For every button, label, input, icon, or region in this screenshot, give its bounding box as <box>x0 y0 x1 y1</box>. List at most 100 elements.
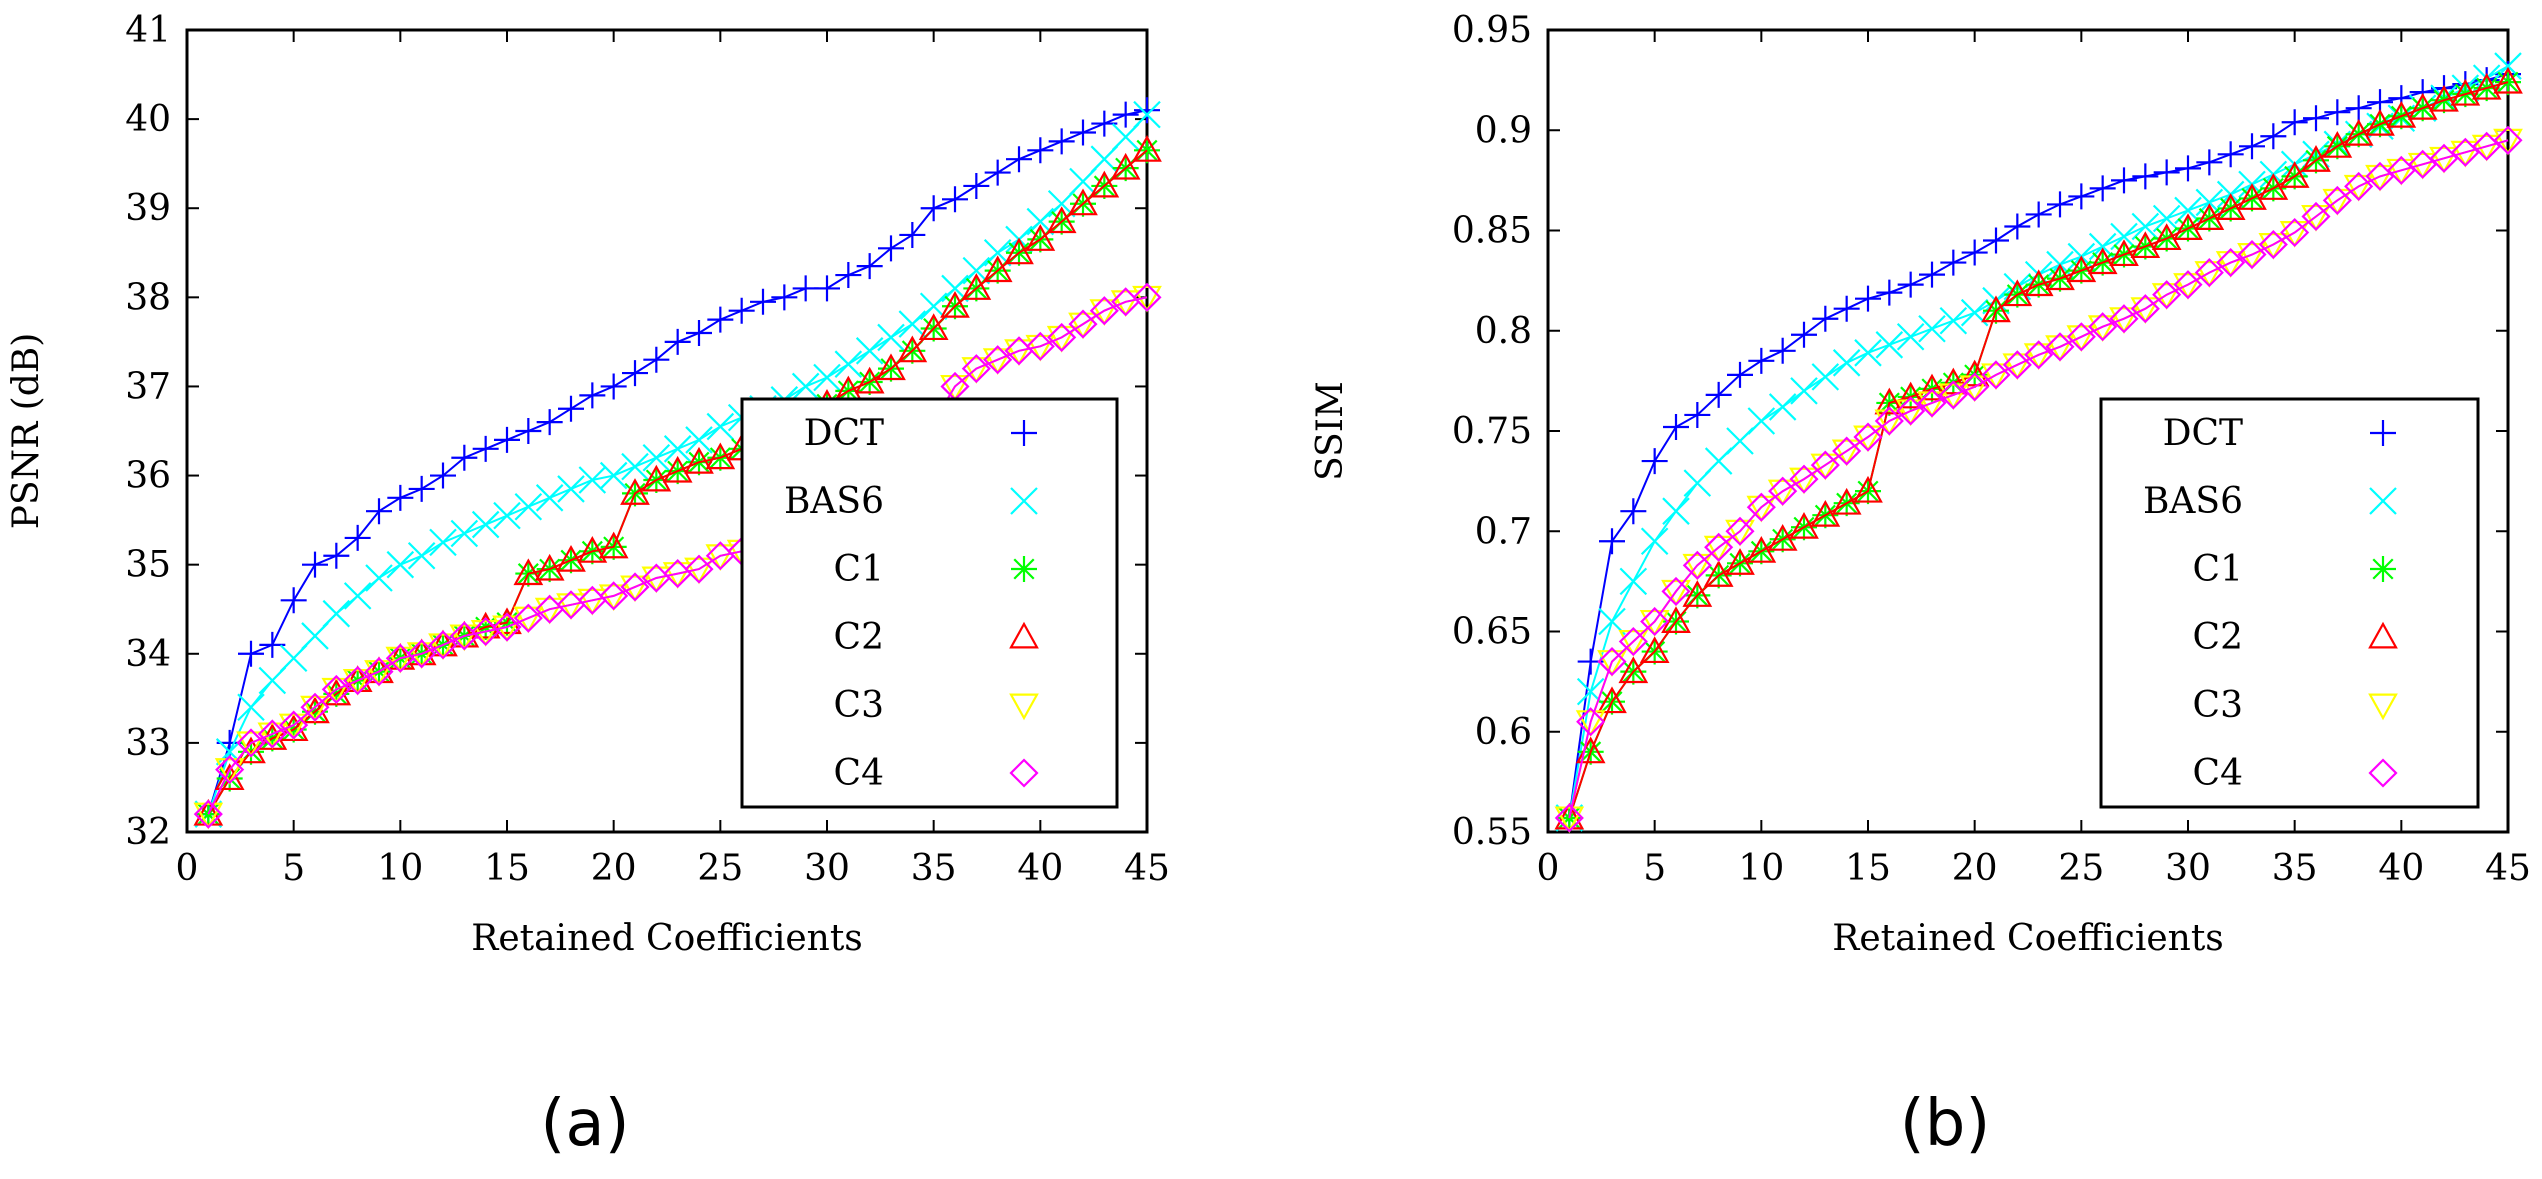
data-point-c2 <box>513 558 544 586</box>
panel-b-ssim-chart: 0 5 10 15 20 25 30 35 40 45 0.55 0.6 0.65 0.7 0.75 0.8 0… <box>1310 10 2531 1161</box>
data-point-bas6 <box>685 426 713 454</box>
data-point-c2 <box>1767 524 1798 551</box>
data-point-c2 <box>1703 560 1734 587</box>
data-point-c3 <box>1682 553 1713 581</box>
data-point-dct <box>878 235 904 262</box>
data-point-dct <box>1134 97 1160 124</box>
data-point-dct <box>280 587 307 614</box>
data-point-c4 <box>983 345 1013 375</box>
data-point-c2 <box>2450 78 2481 106</box>
data-point-c4 <box>2002 350 2032 380</box>
data-point-c2 <box>2279 161 2310 188</box>
y-tick-label: 0.95 <box>1452 10 1532 51</box>
data-point-dct <box>515 418 542 444</box>
data-point-bas6 <box>2152 204 2181 233</box>
plot-frame <box>185 28 1149 834</box>
data-point-dct <box>558 395 584 422</box>
data-point-dct <box>494 426 520 453</box>
data-point-c3 <box>1703 535 1734 563</box>
legend-label-c2: C2 <box>2193 617 2243 658</box>
x-tick-label: 30 <box>804 848 850 889</box>
data-point-dct <box>686 319 712 346</box>
data-point-bas6 <box>642 443 671 472</box>
data-point-c3 <box>364 660 394 687</box>
data-point-c2 <box>193 798 224 826</box>
y-tick-label: 0.7 <box>1475 511 1532 552</box>
data-point-c4 <box>343 665 373 696</box>
data-point-c2 <box>854 366 885 394</box>
data-point-c3 <box>1746 495 1777 523</box>
data-point-c2 <box>1110 152 1141 180</box>
data-point-c4 <box>1960 372 1990 402</box>
data-point-c2 <box>1746 536 1777 563</box>
x-tick-label: 40 <box>2378 848 2424 889</box>
data-point-c4 <box>2280 217 2310 248</box>
data-point-c3 <box>2215 251 2246 278</box>
data-point-bas6 <box>514 492 543 521</box>
data-point-c3 <box>2066 325 2097 353</box>
data-point-dct <box>2175 155 2201 182</box>
data-point-c3 <box>385 646 416 674</box>
data-point-dct <box>1705 381 1732 408</box>
data-point-dct <box>771 284 798 311</box>
data-point-c3 <box>2002 353 2033 381</box>
data-point-dct <box>1048 128 1075 155</box>
data-point-c2 <box>961 273 992 300</box>
data-point-c4 <box>2194 258 2224 288</box>
data-point-c3 <box>1789 467 1819 495</box>
data-point-dct <box>1620 498 1647 525</box>
data-point-dct <box>1940 249 1967 276</box>
data-point-c4 <box>1789 464 1819 494</box>
data-point-c4 <box>2088 312 2118 342</box>
data-point-bas6 <box>1640 527 1669 556</box>
data-point-c3 <box>1046 325 1077 353</box>
data-point-bas6 <box>535 484 564 512</box>
data-point-c4 <box>2045 332 2075 362</box>
data-point-dct <box>2111 167 2137 194</box>
data-point-c2 <box>2215 193 2246 220</box>
data-point-dct <box>2025 201 2052 228</box>
legend-label-dct: DCT <box>804 413 884 454</box>
data-point-c2 <box>534 553 565 581</box>
data-point-c3 <box>278 713 309 741</box>
data-point-c4 <box>1832 436 1862 466</box>
y-tick-label: 36 <box>125 456 171 497</box>
data-point-dct <box>366 498 392 525</box>
data-point-c3 <box>1959 375 1990 403</box>
data-point-c2 <box>1810 499 1841 527</box>
legend-marker-c4 <box>2368 758 2398 788</box>
data-point-c3 <box>961 357 992 384</box>
data-point-c3 <box>1767 479 1798 507</box>
y-tick-label: 0.85 <box>1452 211 1532 252</box>
data-point-c2 <box>1639 636 1670 664</box>
series-line-c4 <box>207 296 1148 815</box>
data-point-c4 <box>599 581 629 611</box>
y-tick-label: 39 <box>125 188 171 229</box>
data-point-c3 <box>1068 312 1098 340</box>
y-tick-label: 0.9 <box>1475 110 1532 151</box>
data-point-c2 <box>2258 173 2289 200</box>
y-axis-label: SSIM <box>1310 381 1351 481</box>
panel-caption: (b) <box>1900 1087 1991 1161</box>
data-point-c4 <box>1025 331 1055 361</box>
data-point-dct <box>579 382 606 409</box>
data-point-dct <box>2089 175 2116 202</box>
data-point-c4 <box>1576 707 1606 737</box>
data-point-dct <box>408 475 435 502</box>
data-point-dct <box>1070 119 1096 146</box>
data-point-c2 <box>662 455 693 483</box>
legend-label-bas6: BAS6 <box>2143 481 2243 522</box>
data-point-c2 <box>2173 213 2203 240</box>
data-point-c4 <box>1640 606 1670 637</box>
data-point-c2 <box>918 313 949 341</box>
data-point-bas6 <box>301 622 329 650</box>
legend-label-c4: C4 <box>2193 753 2243 794</box>
data-point-dct <box>963 172 990 199</box>
data-point-bas6 <box>1918 314 1946 343</box>
data-point-c2 <box>1661 606 1691 633</box>
data-point-c4 <box>2130 294 2160 324</box>
x-tick-label: 0 <box>176 848 199 889</box>
data-point-dct <box>2324 99 2351 126</box>
data-point-c2 <box>1046 206 1077 234</box>
legend-marker-c3 <box>1009 693 1039 721</box>
